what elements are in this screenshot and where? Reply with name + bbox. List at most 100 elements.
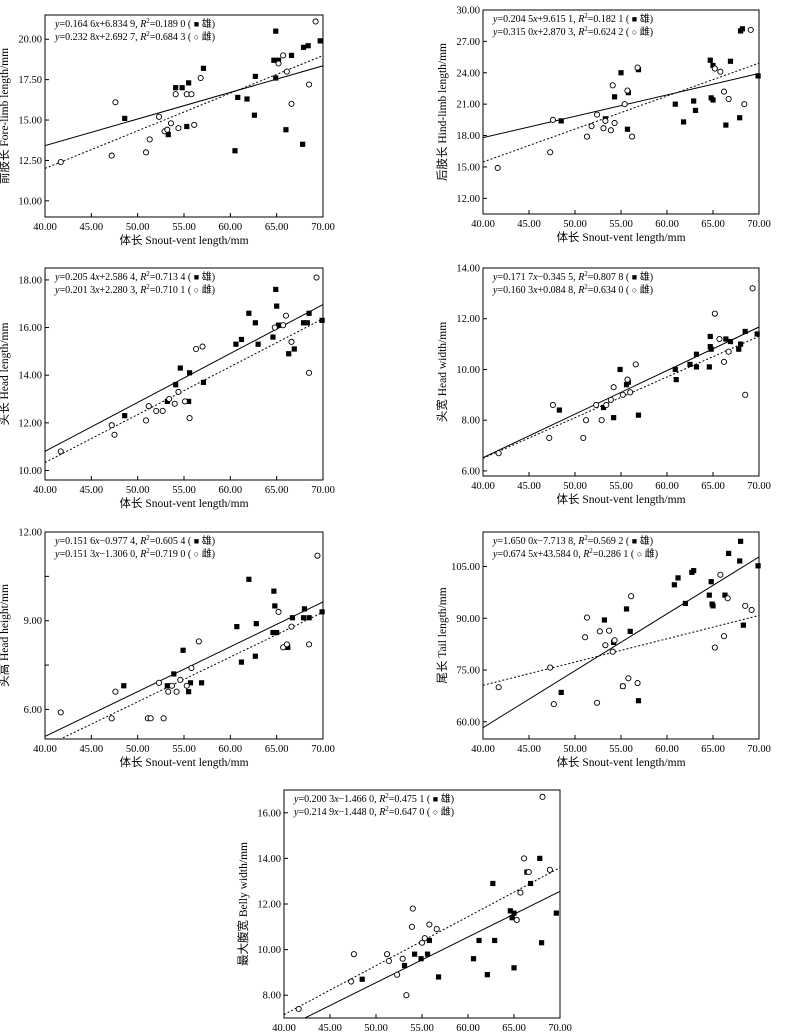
data-point-female bbox=[598, 417, 605, 424]
data-point-female bbox=[271, 324, 278, 331]
fit-line-female bbox=[45, 55, 323, 169]
y-tick-label: 16.00 bbox=[257, 808, 281, 819]
data-point-female bbox=[394, 971, 401, 978]
data-point-male bbox=[623, 606, 630, 612]
x-tick-label: 60.00 bbox=[655, 219, 679, 230]
data-point-male bbox=[737, 115, 743, 121]
data-point-male bbox=[273, 75, 279, 81]
data-point-female bbox=[720, 358, 728, 365]
x-tick-label: 45.00 bbox=[517, 744, 541, 755]
data-point-female bbox=[634, 64, 641, 71]
data-point-male bbox=[755, 563, 761, 569]
data-point-male bbox=[710, 97, 716, 103]
data-point-male bbox=[691, 98, 697, 104]
y-axis-label: 尾长 Tail length/mm bbox=[436, 587, 449, 683]
data-point-female bbox=[403, 992, 410, 999]
data-point-female bbox=[624, 376, 631, 383]
plot-frame bbox=[482, 9, 760, 215]
data-point-male bbox=[553, 910, 559, 916]
data-point-female bbox=[275, 608, 282, 615]
data-point-female bbox=[280, 52, 287, 59]
data-point-male bbox=[624, 126, 631, 132]
data-point-male bbox=[401, 962, 408, 969]
data-point-female bbox=[596, 628, 603, 635]
y-tick-label: 12.50 bbox=[18, 156, 42, 167]
data-point-male bbox=[291, 346, 297, 352]
x-axis-label: 体长 Snout-vent length/mm bbox=[556, 755, 685, 769]
data-point-male bbox=[490, 880, 496, 887]
plot-frame bbox=[283, 789, 561, 1019]
y-axis-label: 头长 Head length/mm bbox=[0, 323, 11, 426]
x-tick-label: 60.00 bbox=[655, 481, 679, 492]
data-point-male bbox=[300, 320, 307, 326]
data-point-female bbox=[348, 978, 355, 985]
data-point-female bbox=[593, 401, 600, 409]
x-tick-label: 70.00 bbox=[311, 222, 335, 233]
data-point-female bbox=[188, 91, 195, 98]
data-point-female bbox=[155, 113, 163, 120]
data-point-male bbox=[537, 855, 543, 861]
data-point-female bbox=[160, 715, 167, 722]
x-tick-label: 50.00 bbox=[563, 744, 587, 755]
data-point-female bbox=[112, 688, 119, 695]
data-point-male bbox=[687, 361, 693, 367]
data-point-male bbox=[122, 413, 128, 419]
data-point-male bbox=[253, 621, 259, 627]
y-tick-label: 60.00 bbox=[456, 717, 480, 728]
fit-line-female bbox=[483, 615, 759, 686]
chart-panel-7: 40.00 45.00 50.00 55.00 60.00 65.00 70.00 8.00 1… bbox=[236, 789, 572, 1032]
y-tick-label: 20.00 bbox=[18, 35, 42, 46]
regression-equation: y=0.205 4x+2.586 4, R2=0.713 4 ( ■ 雄) bbox=[54, 270, 215, 283]
data-point-male bbox=[122, 115, 128, 122]
data-point-female bbox=[539, 793, 546, 800]
data-point-female bbox=[199, 343, 206, 350]
data-point-male bbox=[274, 629, 280, 636]
data-point-male bbox=[412, 951, 418, 957]
data-point-male bbox=[283, 127, 289, 133]
data-point-male bbox=[507, 908, 513, 914]
regression-equation: y=0.674 5x+43.584 0, R2=0.286 1 ( ○ 雌) bbox=[492, 547, 658, 560]
data-point-female bbox=[521, 855, 528, 862]
x-tick-label: 45.00 bbox=[80, 744, 104, 755]
x-tick-label: 40.00 bbox=[471, 481, 495, 492]
data-point-male bbox=[186, 370, 193, 376]
data-point-male bbox=[418, 956, 424, 962]
data-point-male bbox=[476, 937, 482, 944]
data-point-male bbox=[611, 94, 618, 100]
x-tick-label: 55.00 bbox=[609, 744, 633, 755]
data-point-female bbox=[749, 285, 756, 292]
y-tick-label: 18.00 bbox=[456, 131, 480, 142]
data-point-female bbox=[172, 91, 179, 98]
data-point-female bbox=[418, 939, 426, 946]
x-tick-label: 70.00 bbox=[747, 744, 771, 755]
y-tick-label: 24.00 bbox=[456, 68, 480, 79]
chart-panel-6: 40.00 45.00 50.00 55.00 60.00 65.00 70.00 60.00… bbox=[436, 531, 771, 769]
regression-equation: y=0.315 0x+2.870 3, R2=0.624 2 ( ○ 雌) bbox=[492, 25, 653, 38]
data-point-male bbox=[233, 341, 239, 347]
data-point-female bbox=[191, 121, 198, 128]
data-point-female bbox=[720, 633, 728, 640]
data-point-female bbox=[408, 923, 415, 930]
chart-panel-3: 40.00 45.00 50.00 55.00 60.00 65.00 70.00 10.00… bbox=[0, 267, 335, 510]
y-tick-label: 30.00 bbox=[456, 6, 480, 17]
data-point-female bbox=[619, 391, 626, 398]
y-tick-label: 21.00 bbox=[456, 100, 480, 111]
data-point-female bbox=[628, 593, 635, 600]
x-tick-label: 60.00 bbox=[219, 485, 243, 496]
data-point-female bbox=[717, 68, 724, 75]
regression-equation: y=0.151 6x−0.977 4, R2=0.605 4 ( ■ 雄) bbox=[54, 534, 215, 547]
data-point-male bbox=[617, 366, 623, 373]
plot-frame bbox=[44, 267, 324, 481]
y-tick-label: 90.00 bbox=[456, 614, 480, 625]
x-tick-label: 40.00 bbox=[33, 485, 57, 496]
data-point-female bbox=[142, 417, 150, 424]
data-point-male bbox=[672, 101, 678, 107]
data-point-female bbox=[549, 401, 556, 409]
data-point-female bbox=[350, 951, 357, 958]
data-point-male bbox=[708, 579, 714, 585]
data-point-male bbox=[244, 96, 250, 102]
data-point-female bbox=[409, 905, 416, 912]
y-axis-label: 后肢长 Hind-limb length/mm bbox=[435, 43, 449, 181]
data-point-female bbox=[711, 644, 718, 651]
